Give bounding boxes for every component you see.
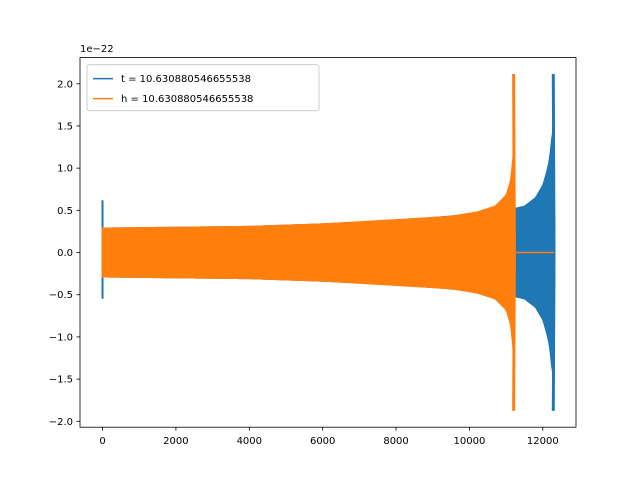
plot-area (101, 73, 556, 411)
y-tick-label: −2.0 (49, 417, 73, 428)
x-tick-label: 10000 (454, 436, 486, 447)
y-tick-label: 1.0 (57, 164, 73, 175)
y-axis-offset-label: 1e−22 (80, 44, 114, 55)
y-tick-label: 2.0 (57, 79, 73, 90)
legend-entry-label: t = 10.630880546655538 (121, 74, 251, 85)
legend-entry-label: h = 10.630880546655538 (121, 94, 253, 105)
x-tick-label: 2000 (163, 436, 188, 447)
y-tick-label: 0.5 (57, 206, 73, 217)
legend-box (86, 64, 320, 112)
y-tick-label: −1.5 (49, 375, 73, 386)
series-h (101, 73, 554, 411)
series-merger-spike (551, 73, 556, 411)
axes-frame (79, 57, 577, 428)
y-tick-label: −0.5 (49, 290, 73, 301)
x-tick-label: 6000 (310, 436, 335, 447)
x-axis-ticks: 0 2000 4000 6000 8000 10000 12000 (99, 427, 559, 447)
legend: t = 10.630880546655538 h = 10.63088054665… (86, 64, 320, 112)
y-tick-label: −1.0 (49, 332, 73, 343)
x-tick-label: 4000 (237, 436, 262, 447)
x-tick-label: 0 (99, 436, 105, 447)
series-merger-spike (512, 73, 516, 411)
y-tick-label: 0.0 (57, 248, 73, 259)
y-axis-ticks: −2.0 −1.5 −1.0 −0.5 0.0 0.5 1.0 1.5 2.0 (49, 79, 80, 428)
x-tick-label: 12000 (527, 436, 559, 447)
y-tick-label: 1.5 (57, 121, 73, 132)
x-tick-label: 8000 (383, 436, 408, 447)
